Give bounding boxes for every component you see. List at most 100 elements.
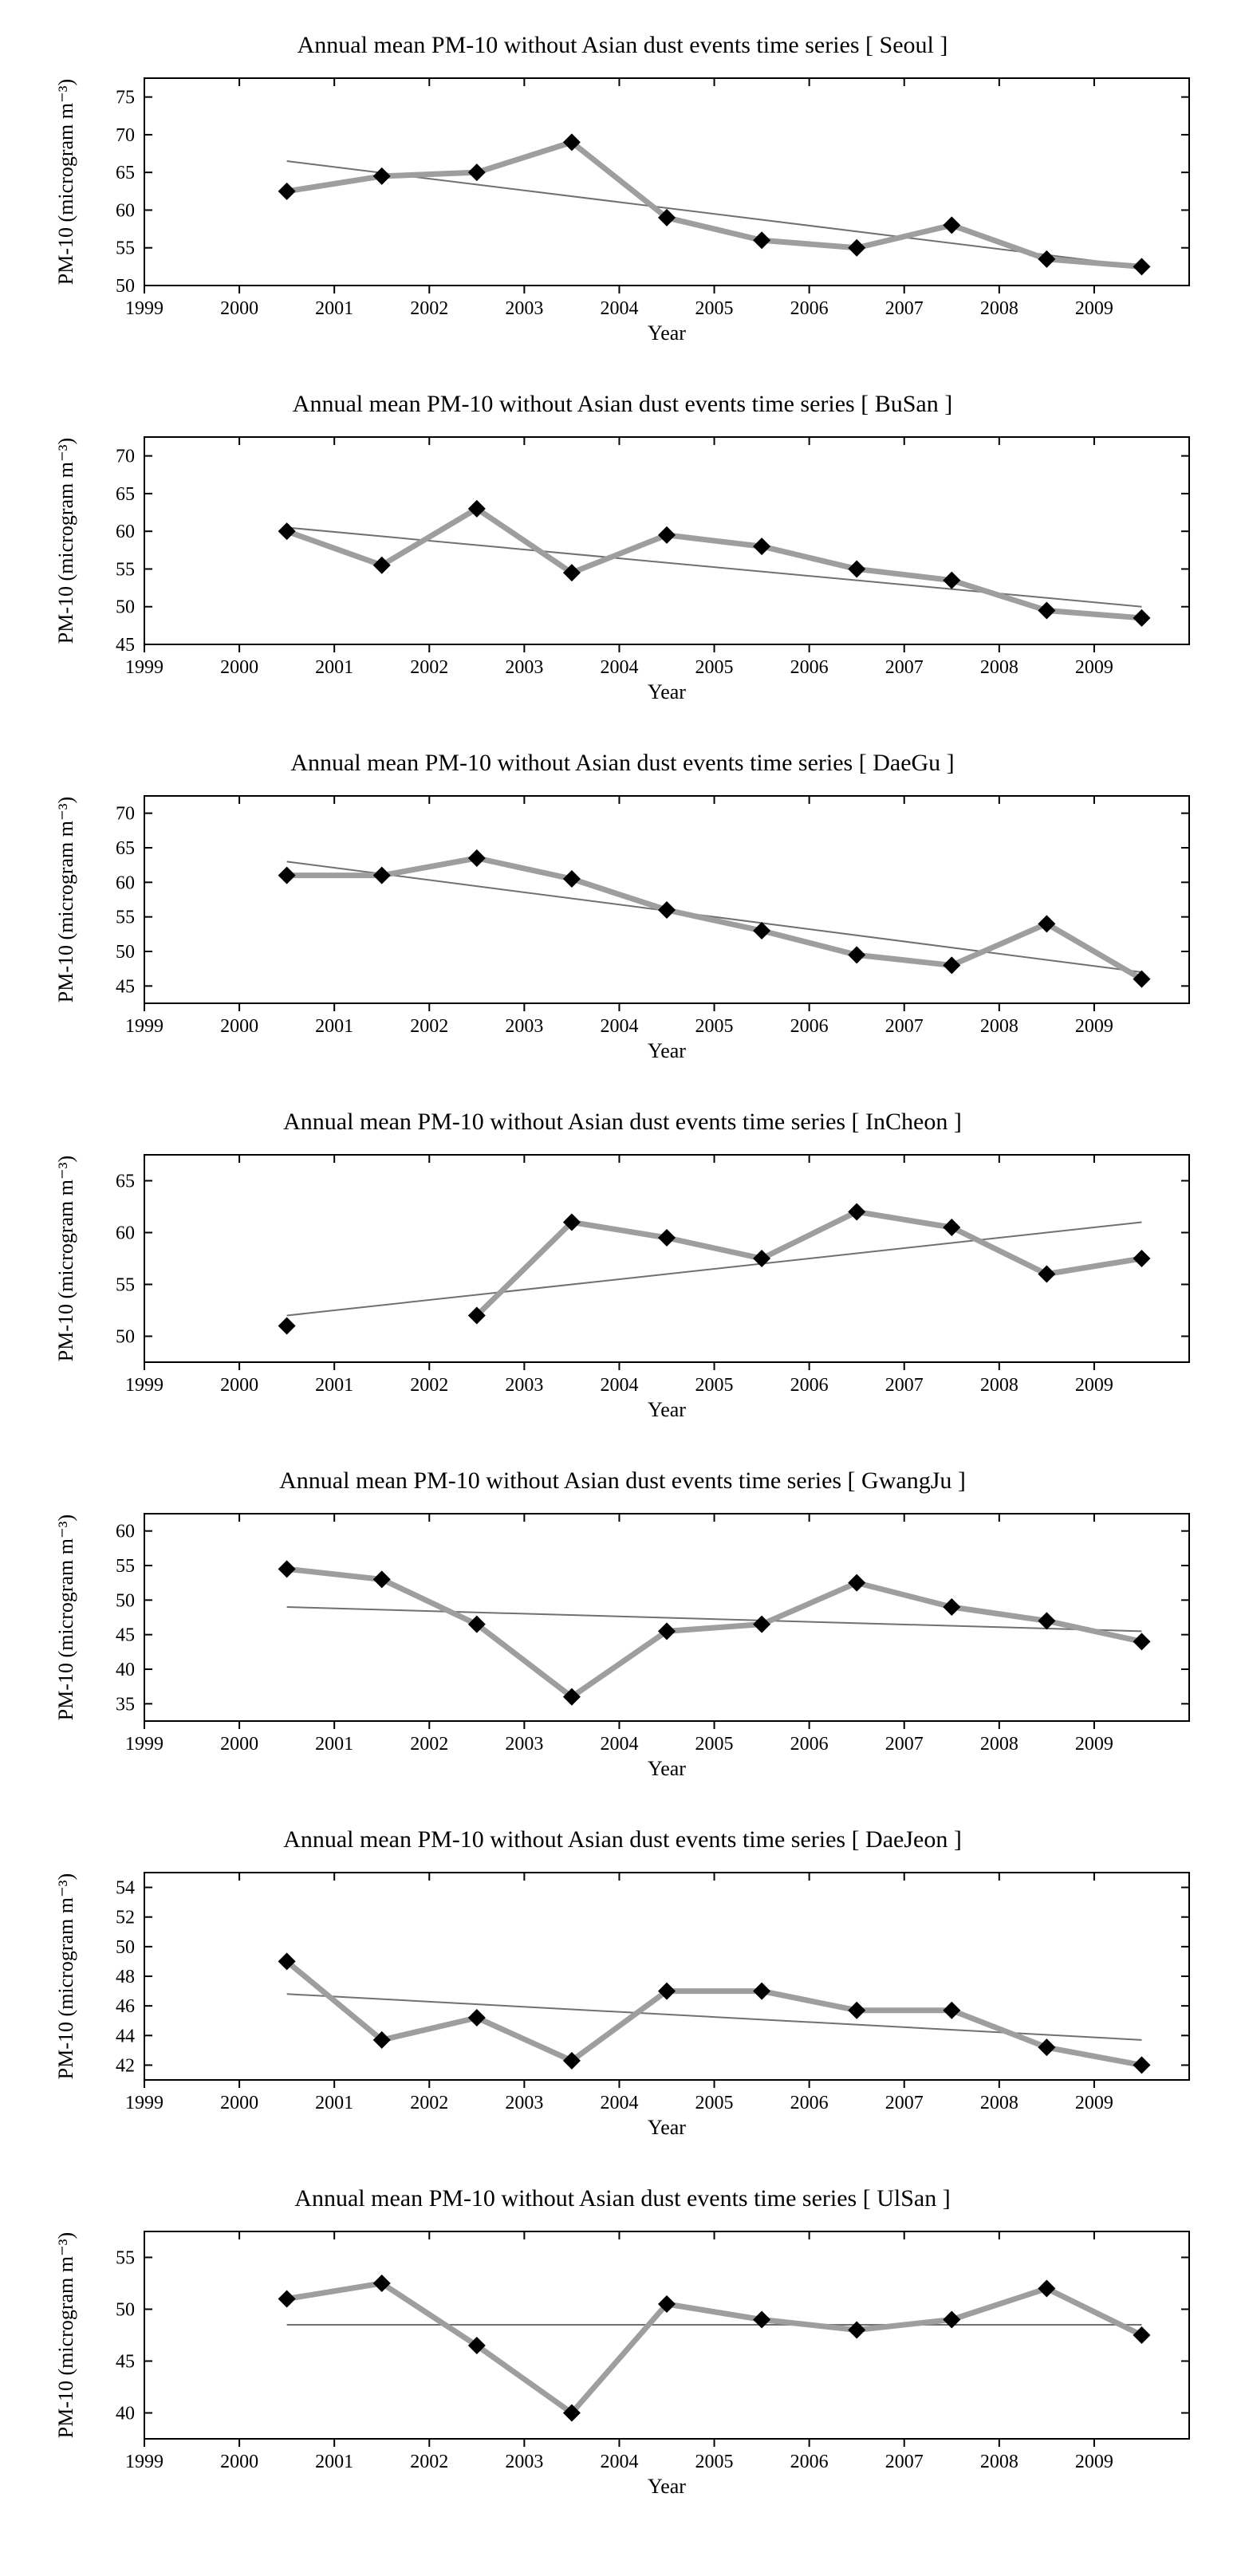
- data-marker: [753, 2311, 770, 2329]
- x-tick-label: 2004: [600, 298, 638, 319]
- x-tick-label: 1999: [125, 1375, 164, 1396]
- y-tick-label: 60: [116, 522, 135, 542]
- y-tick-label: 55: [116, 559, 135, 580]
- series-line: [286, 1569, 1141, 1696]
- x-tick-label: 2007: [885, 1016, 923, 1037]
- data-marker: [372, 1570, 390, 1588]
- y-tick-label: 55: [116, 2248, 135, 2269]
- data-marker: [467, 163, 485, 181]
- y-tick-label: 50: [116, 1327, 135, 1348]
- y-axis-label: PM-10 (microgram m⁻³): [54, 1873, 77, 2079]
- data-marker: [848, 1574, 865, 1592]
- y-tick-label: 50: [116, 942, 135, 963]
- y-tick-label: 55: [116, 238, 135, 259]
- x-tick-label: 2006: [790, 657, 828, 678]
- y-axis-label: PM-10 (microgram m⁻³): [54, 79, 77, 285]
- x-tick-label: 1999: [125, 2452, 164, 2472]
- data-marker: [372, 867, 390, 884]
- x-tick-label: 2005: [695, 1734, 733, 1755]
- x-tick-label: 2005: [695, 2093, 733, 2113]
- x-tick-label: 2003: [505, 1375, 543, 1396]
- x-tick-label: 2000: [220, 2093, 258, 2113]
- x-tick-label: 1999: [125, 2093, 164, 2113]
- data-marker: [1038, 1266, 1055, 1283]
- x-tick-label: 2000: [220, 1734, 258, 1755]
- y-tick-label: 60: [116, 200, 135, 221]
- x-tick-label: 2002: [410, 298, 448, 319]
- x-tick-label: 2004: [600, 1375, 638, 1396]
- x-tick-label: 2007: [885, 2093, 923, 2113]
- chart-panel-daejeon: Annual mean PM-10 without Asian dust eve…: [25, 1826, 1221, 2144]
- x-tick-label: 2003: [505, 1016, 543, 1037]
- y-tick-label: 50: [116, 2300, 135, 2321]
- y-tick-label: 40: [116, 2404, 135, 2424]
- chart-title: Annual mean PM-10 without Asian dust eve…: [25, 32, 1221, 59]
- x-axis-label: Year: [648, 1398, 686, 1421]
- trend-line: [286, 861, 1141, 972]
- y-tick-label: 50: [116, 276, 135, 297]
- x-tick-label: 2005: [695, 298, 733, 319]
- data-marker: [278, 867, 295, 884]
- x-tick-label: 2001: [315, 657, 353, 678]
- series-line: [286, 1961, 1141, 2065]
- chart-svg: 1999200020012002200320042005200620072008…: [25, 1857, 1221, 2144]
- data-marker: [753, 231, 770, 249]
- y-tick-label: 54: [116, 1878, 135, 1899]
- x-tick-label: 2006: [790, 1016, 828, 1037]
- data-marker: [278, 2290, 295, 2308]
- data-marker: [1038, 601, 1055, 619]
- data-marker: [1133, 1633, 1150, 1650]
- chart-svg: 1999200020012002200320042005200620072008…: [25, 62, 1221, 349]
- series-line: [476, 1212, 1141, 1316]
- x-axis-label: Year: [648, 2116, 686, 2139]
- y-tick-label: 50: [116, 1590, 135, 1611]
- data-marker: [848, 560, 865, 577]
- chart-svg: 1999200020012002200320042005200620072008…: [25, 780, 1221, 1067]
- x-tick-label: 2009: [1074, 1016, 1113, 1037]
- x-tick-label: 2004: [600, 2452, 638, 2472]
- y-tick-label: 52: [116, 1908, 135, 1928]
- data-marker: [753, 538, 770, 555]
- x-tick-label: 2000: [220, 657, 258, 678]
- y-tick-label: 48: [116, 1967, 135, 1987]
- x-tick-label: 2002: [410, 2452, 448, 2472]
- x-tick-label: 2003: [505, 2452, 543, 2472]
- chart-title: Annual mean PM-10 without Asian dust eve…: [25, 2185, 1221, 2212]
- y-tick-label: 55: [116, 1556, 135, 1577]
- x-tick-label: 2001: [315, 1375, 353, 1396]
- x-tick-label: 2001: [315, 1734, 353, 1755]
- data-marker: [943, 1219, 960, 1236]
- plot-frame: [144, 1155, 1189, 1362]
- x-tick-label: 1999: [125, 657, 164, 678]
- data-marker: [848, 239, 865, 257]
- x-tick-label: 2006: [790, 1734, 828, 1755]
- x-tick-label: 2004: [600, 2093, 638, 2113]
- y-axis-label: PM-10 (microgram m⁻³): [54, 797, 77, 1002]
- x-tick-label: 1999: [125, 298, 164, 319]
- x-tick-label: 2008: [979, 1734, 1018, 1755]
- y-tick-label: 35: [116, 1694, 135, 1715]
- x-tick-label: 2005: [695, 657, 733, 678]
- series-line: [286, 858, 1141, 979]
- chart-svg: 1999200020012002200320042005200620072008…: [25, 1139, 1221, 1426]
- x-tick-label: 2009: [1074, 2452, 1113, 2472]
- x-tick-label: 2005: [695, 1375, 733, 1396]
- x-axis-label: Year: [648, 1757, 686, 1780]
- data-marker: [753, 1616, 770, 1633]
- x-tick-label: 2008: [979, 1016, 1018, 1037]
- x-tick-label: 2001: [315, 298, 353, 319]
- chart-title: Annual mean PM-10 without Asian dust eve…: [25, 1826, 1221, 1853]
- data-marker: [1133, 2056, 1150, 2074]
- data-marker: [278, 183, 295, 200]
- plot-frame: [144, 796, 1189, 1003]
- x-tick-label: 2002: [410, 657, 448, 678]
- x-tick-label: 2002: [410, 1734, 448, 1755]
- y-tick-label: 46: [116, 1996, 135, 2017]
- data-marker: [278, 1560, 295, 1578]
- x-axis-label: Year: [648, 2475, 686, 2498]
- x-tick-label: 2004: [600, 1016, 638, 1037]
- plot-frame: [144, 2231, 1189, 2439]
- x-tick-label: 2003: [505, 657, 543, 678]
- y-tick-label: 65: [116, 163, 135, 183]
- chart-panel-daegu: Annual mean PM-10 without Asian dust eve…: [25, 750, 1221, 1067]
